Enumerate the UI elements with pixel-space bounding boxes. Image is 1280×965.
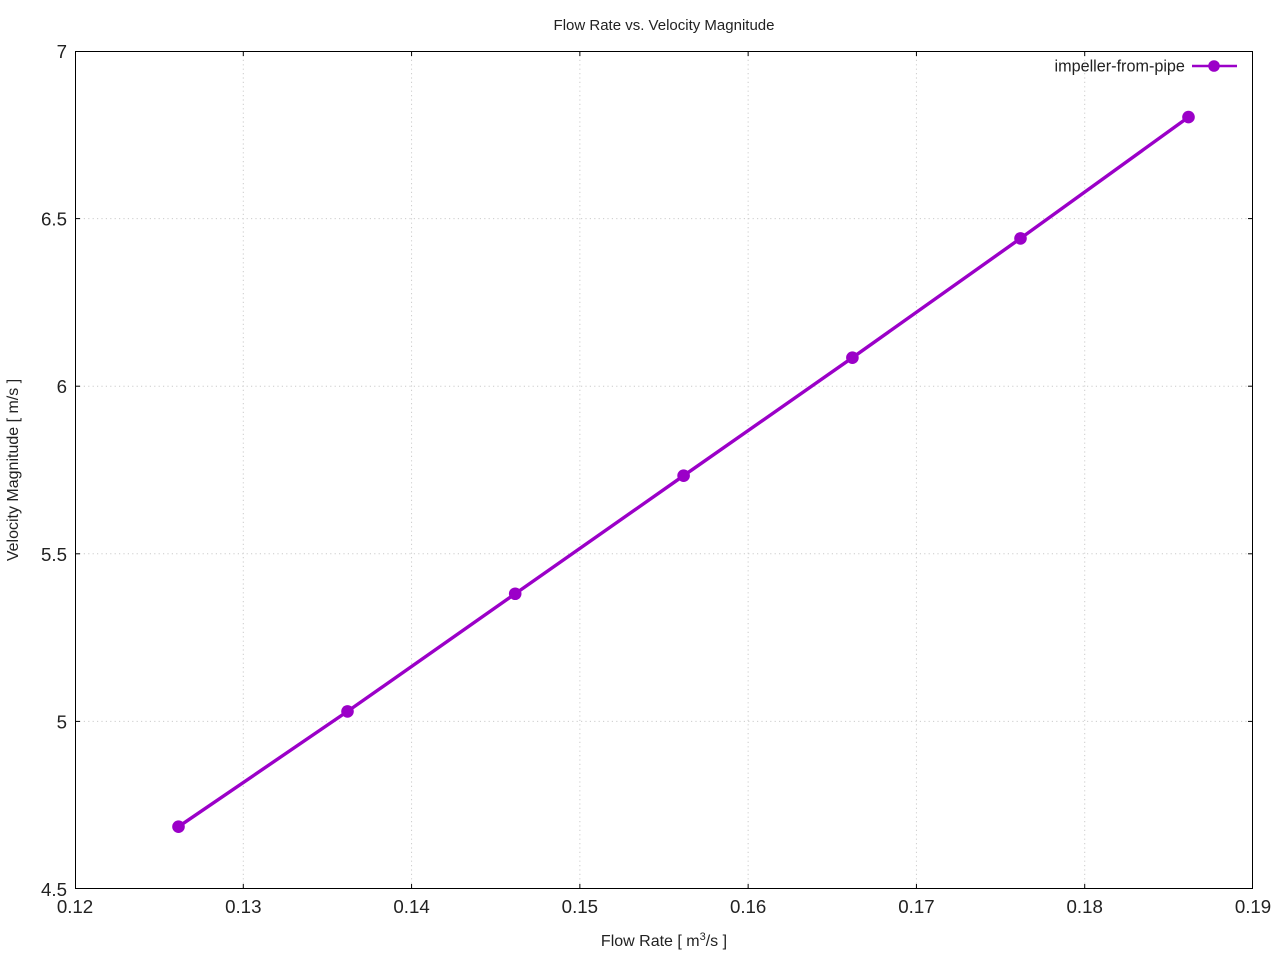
svg-text:0.17: 0.17	[898, 896, 934, 917]
svg-text:0.19: 0.19	[1235, 896, 1271, 917]
svg-text:7: 7	[57, 41, 67, 62]
svg-text:Flow Rate [ m3/s ]: Flow Rate [ m3/s ]	[601, 931, 727, 950]
svg-text:5.5: 5.5	[41, 544, 67, 565]
svg-text:0.16: 0.16	[730, 896, 766, 917]
svg-text:0.15: 0.15	[562, 896, 598, 917]
svg-text:impeller-from-pipe: impeller-from-pipe	[1055, 58, 1185, 76]
svg-text:0.14: 0.14	[393, 896, 429, 917]
svg-text:5: 5	[57, 711, 67, 732]
svg-text:6.5: 6.5	[41, 209, 67, 230]
svg-text:0.18: 0.18	[1067, 896, 1103, 917]
svg-text:0.13: 0.13	[225, 896, 261, 917]
svg-text:0.12: 0.12	[57, 896, 93, 917]
svg-text:Flow Rate vs. Velocity Magnitu: Flow Rate vs. Velocity Magnitude	[554, 17, 775, 34]
svg-text:Velocity Magnitude [ m/s ]: Velocity Magnitude [ m/s ]	[5, 379, 22, 561]
svg-text:6: 6	[57, 376, 67, 397]
